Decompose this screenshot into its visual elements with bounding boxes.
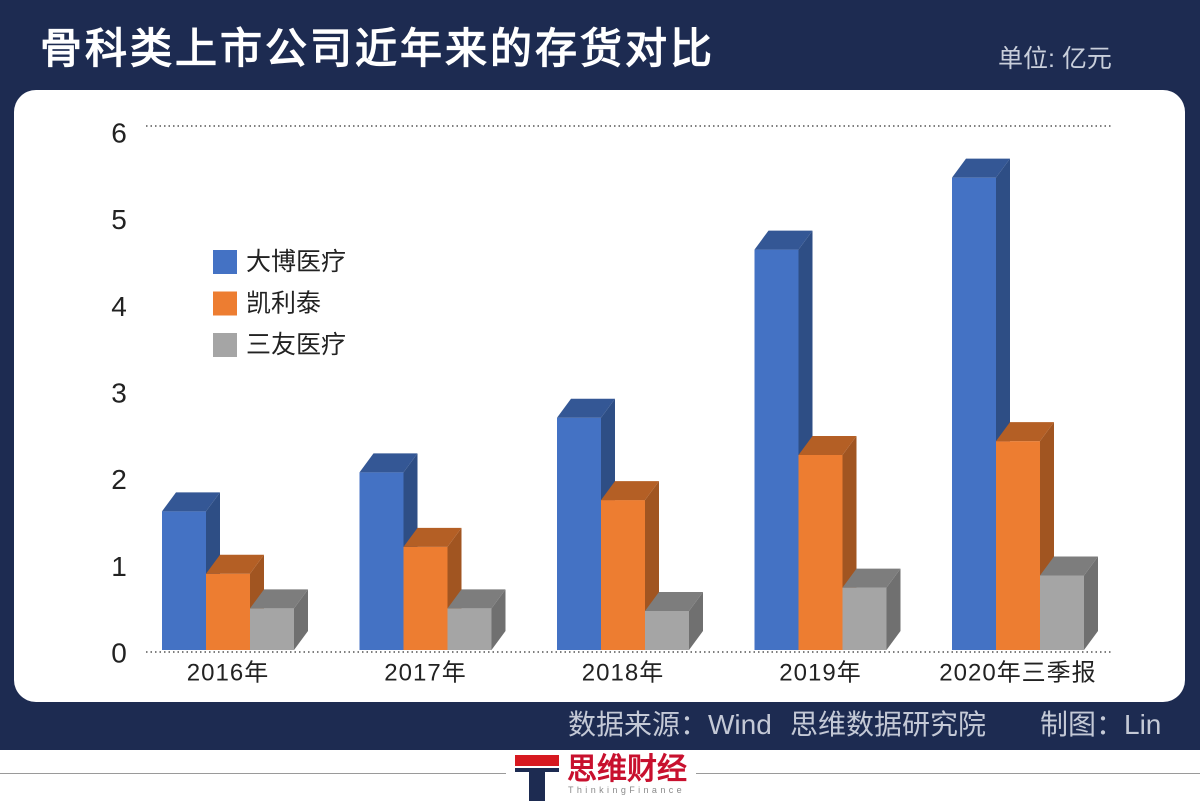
bar-front-face xyxy=(952,177,996,650)
legend-label: 凯利泰 xyxy=(246,290,321,318)
bar-front-face xyxy=(645,611,689,650)
bar-front-face xyxy=(403,546,448,650)
bar-front-face xyxy=(1040,575,1084,650)
bar xyxy=(359,453,418,650)
grid-lines xyxy=(146,125,1112,653)
bar-top-face xyxy=(798,436,857,455)
bar-chart: 0 1 2 3 4 5 6 2016年 2017年 2018年 2019年 2020年三季报 大博医… xyxy=(111,118,1112,687)
y-tick-label: 1 xyxy=(111,551,127,582)
organization-note: 思维数据研究院 xyxy=(790,709,987,740)
bar-front-face xyxy=(206,573,250,650)
x-tick-label: 2017年 xyxy=(384,660,466,687)
y-tick-label: 6 xyxy=(111,118,127,149)
legend-item: 三友医疗 xyxy=(213,331,346,359)
bar-top-face xyxy=(952,158,1010,178)
bar-top-face xyxy=(557,398,615,418)
brand-name: 思维财经 xyxy=(567,753,687,786)
bar xyxy=(447,589,506,650)
unit-label: 单位: 亿元 xyxy=(998,45,1112,73)
legend-label: 大博医疗 xyxy=(246,248,346,276)
bar-side-face xyxy=(689,592,703,650)
bars xyxy=(162,158,1098,650)
bar xyxy=(645,592,703,650)
bar-top-face xyxy=(162,492,220,512)
bar-front-face xyxy=(754,249,799,650)
bar-top-face xyxy=(754,230,813,250)
bar-front-face xyxy=(250,608,294,650)
bar-side-face xyxy=(886,568,901,650)
bar-front-face xyxy=(359,472,404,650)
bar-top-face xyxy=(403,527,462,547)
legend-swatch xyxy=(213,333,237,357)
bar-top-face xyxy=(842,568,901,588)
y-tick-label: 0 xyxy=(111,638,127,669)
bar xyxy=(1040,556,1098,650)
y-tick-label: 3 xyxy=(111,378,127,409)
legend-swatch xyxy=(213,250,237,274)
brand-tagline: ThinkingFinance xyxy=(568,785,686,795)
y-tick-label: 2 xyxy=(111,464,127,495)
bar-front-face xyxy=(996,441,1040,650)
source-note: 数据来源：Wind xyxy=(568,709,772,740)
bar-top-face xyxy=(447,589,506,609)
brand-logo: 思维财经 ThinkingFinance xyxy=(506,752,696,802)
chart-title: 骨科类上市公司近年来的存货对比 xyxy=(40,25,716,72)
bar xyxy=(842,568,901,650)
x-tick-label: 2020年三季报 xyxy=(939,660,1096,687)
bar-top-face xyxy=(1040,556,1098,576)
bar-top-face xyxy=(645,592,703,611)
legend-item: 大博医疗 xyxy=(213,248,346,276)
bar xyxy=(250,589,308,650)
bar-front-face xyxy=(162,511,206,650)
x-axis-ticks: 2016年 2017年 2018年 2019年 2020年三季报 xyxy=(187,660,1096,687)
legend-item: 凯利泰 xyxy=(213,290,321,318)
x-tick-label: 2016年 xyxy=(187,660,269,687)
bar-front-face xyxy=(798,455,843,650)
bar-top-face xyxy=(601,481,659,501)
legend-swatch xyxy=(213,291,237,316)
y-tick-label: 5 xyxy=(111,204,127,235)
bar-front-face xyxy=(557,417,601,650)
credit-note: 制图：Lin xyxy=(1040,709,1162,740)
bar-top-face xyxy=(250,589,308,609)
thinking-finance-logo-icon xyxy=(515,755,559,801)
bar-top-face xyxy=(206,554,264,574)
bar-side-face xyxy=(491,589,506,650)
x-tick-label: 2018年 xyxy=(582,660,664,687)
bar-top-face xyxy=(996,422,1054,442)
bar xyxy=(162,492,220,650)
bar-front-face xyxy=(842,587,887,650)
y-tick-label: 4 xyxy=(111,291,127,322)
bar-side-face xyxy=(294,589,308,650)
bar-front-face xyxy=(601,500,645,650)
x-tick-label: 2019年 xyxy=(779,660,861,687)
bar-top-face xyxy=(359,453,418,473)
bar-side-face xyxy=(1084,556,1098,650)
legend-label: 三友医疗 xyxy=(246,331,346,359)
y-axis-ticks: 0 1 2 3 4 5 6 xyxy=(111,118,127,669)
bar-front-face xyxy=(447,608,492,650)
